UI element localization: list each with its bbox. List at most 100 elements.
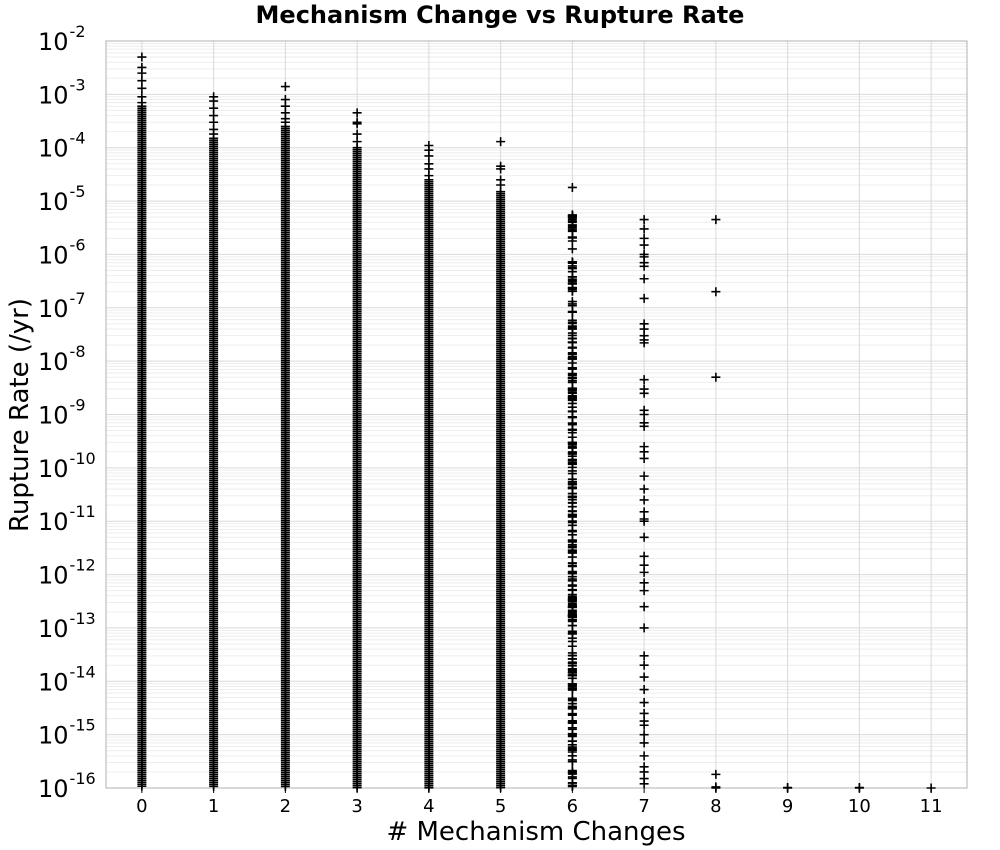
data-point [567,425,577,435]
data-point [567,244,577,254]
chart-title: Mechanism Change vs Rupture Rate [256,1,745,29]
data-point [567,358,577,368]
data-point [424,171,434,181]
points-layer [137,52,936,793]
data-point [209,129,219,139]
data-point [639,516,649,526]
data-point [567,567,577,577]
x-tick-label: 3 [351,796,362,817]
data-point [567,373,577,383]
data-point [567,395,577,405]
plot-frame [105,40,968,789]
data-point [496,180,506,190]
y-tick-label: 10-5 [38,182,86,216]
x-tick-label: 4 [423,796,434,817]
y-tick-label: 10-3 [38,75,86,109]
data-point [567,224,577,234]
data-point [567,459,577,469]
data-point [639,602,649,612]
data-point [639,660,649,670]
data-point [496,137,506,147]
y-tick-label: 10-15 [38,716,96,750]
data-point [639,567,649,577]
y-tick-label: 10-10 [38,449,96,483]
data-point [639,532,649,542]
data-point [639,293,649,303]
data-point [567,681,577,691]
data-point [711,372,721,382]
data-point [639,338,649,348]
data-point [639,672,649,682]
x-tick-label: 2 [280,796,291,817]
data-point [280,82,290,92]
data-point [639,779,649,789]
data-point [711,287,721,297]
data-point [567,602,577,612]
data-point [567,654,577,664]
data-point [567,585,577,595]
x-tick-label: 0 [136,796,147,817]
data-point [639,708,649,718]
data-point [639,551,649,561]
data-point [137,83,147,93]
data-point [639,720,649,730]
data-point [639,421,649,431]
x-tick-label: 9 [782,796,793,817]
x-tick-label: 11 [920,796,943,817]
data-point [137,98,147,108]
data-point [639,738,649,748]
data-point [424,151,434,161]
data-point [567,772,577,782]
data-point [639,586,649,596]
data-point [567,492,577,502]
data-point [567,699,577,709]
y-tick-label: 10-14 [38,662,96,696]
data-point [567,545,577,555]
data-point [711,215,721,225]
data-point [567,275,577,285]
data-point [639,410,649,419]
y-tick-label: 10-4 [38,129,86,163]
data-point [567,755,577,765]
data-point [352,108,362,118]
data-point [567,729,577,739]
data-point [567,321,577,331]
data-point [352,137,362,147]
y-tick-label: 10-8 [38,342,86,376]
data-point [639,730,649,740]
data-point [280,117,290,127]
data-point [639,751,649,761]
data-point [567,526,577,536]
data-point [496,164,506,174]
data-point [352,129,362,139]
data-point [711,769,721,779]
data-point [567,636,577,646]
y-axis-label: Rupture Rate (/yr) [5,298,35,532]
y-tick-label: 10-11 [38,502,96,536]
data-point [567,236,577,246]
data-point [567,257,577,267]
data-point [567,267,577,277]
data-point [639,240,649,250]
data-point [639,453,649,463]
data-point [137,52,147,62]
data-point [639,274,649,284]
data-point [567,670,577,680]
grid-layer [106,40,967,789]
data-point [639,698,649,708]
data-point [567,576,577,586]
data-point [567,406,577,416]
data-point [639,685,649,695]
data-point [567,343,577,353]
data-point [639,484,649,494]
data-point [567,182,577,192]
data-point [639,651,649,661]
x-axis-ticks: 0 1 2 3 4 5 6 7 8 9 10 11 [136,788,943,817]
data-point [137,76,147,86]
y-tick-label: 10-9 [38,396,86,430]
data-point [639,375,649,385]
x-tick-label: 8 [710,796,721,817]
y-axis-ticks: 10-2 10-3 10-4 10-5 10-6 10-7 10-8 10-9 10-10 10-… [38,22,96,803]
x-tick-label: 6 [567,796,578,817]
